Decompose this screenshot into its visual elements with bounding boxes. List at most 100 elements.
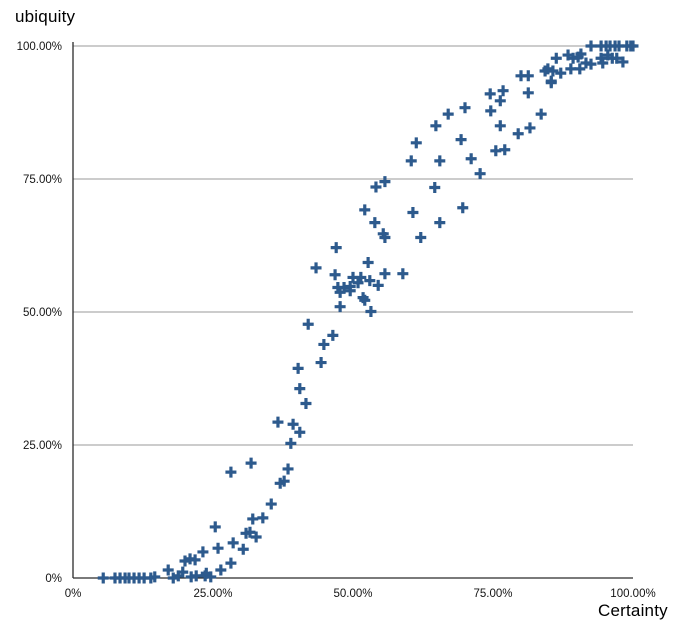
data-point-marker (597, 57, 609, 69)
x-tick-label: 25.00% (193, 588, 232, 600)
data-point-marker (410, 137, 422, 149)
data-point-marker (365, 305, 377, 317)
x-tick-label: 75.00% (473, 588, 512, 600)
data-point-marker (405, 155, 417, 167)
data-point-marker (459, 102, 471, 114)
data-point-marker (247, 513, 259, 525)
data-point-marker (162, 564, 174, 576)
data-point-marker (362, 257, 374, 269)
data-point-marker (457, 202, 469, 214)
data-point-marker (300, 398, 312, 410)
data-point-marker (611, 52, 623, 64)
y-tick-label: 50.00% (23, 307, 62, 319)
data-point-marker (330, 242, 342, 254)
data-point-marker (245, 457, 257, 469)
data-point-marker (197, 546, 209, 558)
data-point-marker (512, 128, 524, 140)
data-point-marker (372, 279, 384, 291)
data-point-marker (397, 268, 409, 280)
data-point-marker (244, 526, 256, 538)
data-point-marker (485, 105, 497, 117)
data-point-marker (250, 531, 262, 543)
data-point-marker (524, 122, 536, 134)
data-point-marker (205, 571, 217, 583)
data-point-marker (379, 176, 391, 188)
data-point-marker (407, 207, 419, 219)
data-point-marker (334, 301, 346, 313)
data-point-marker (545, 75, 557, 87)
data-point-marker (474, 168, 486, 180)
data-point-marker (212, 542, 224, 554)
x-tick-label: 0% (65, 588, 82, 600)
data-point-marker (189, 554, 201, 566)
data-point-marker (430, 120, 442, 132)
data-point-marker (627, 40, 639, 52)
data-point-marker (465, 153, 477, 165)
data-point-marker (318, 338, 330, 350)
data-point-marker (329, 269, 341, 281)
data-point-marker (149, 571, 161, 583)
data-point-marker (359, 204, 371, 216)
y-axis-title: ubiquity (15, 7, 76, 26)
x-tick-label: 50.00% (333, 588, 372, 600)
data-point-marker (547, 65, 559, 77)
data-point-marker (278, 475, 290, 487)
x-axis-title: Certainty (598, 601, 668, 620)
data-point-marker (292, 362, 304, 374)
data-point-marker (499, 144, 511, 156)
data-point-marker (265, 498, 277, 510)
y-tick-label: 100.00% (17, 41, 62, 53)
data-point-marker (550, 52, 562, 64)
data-point-marker (574, 63, 586, 75)
data-point-marker (272, 416, 284, 428)
data-point-marker (429, 182, 441, 194)
data-point-marker (225, 466, 237, 478)
data-point-marker (497, 85, 509, 97)
data-point-marker (209, 521, 221, 533)
data-point-marker (315, 357, 327, 369)
data-point-marker (225, 557, 237, 569)
data-point-marker (294, 383, 306, 395)
data-point-marker (310, 262, 322, 274)
data-point-marker (494, 95, 506, 107)
data-point-marker (257, 512, 269, 524)
data-point-marker (379, 268, 391, 280)
data-point-marker (522, 70, 534, 82)
data-point-marker (522, 87, 534, 99)
data-point-marker (344, 280, 356, 292)
data-point-marker (97, 572, 109, 584)
data-point-marker (357, 292, 369, 304)
data-point-marker (434, 217, 446, 229)
data-point-marker (369, 217, 381, 229)
data-point-marker (285, 437, 297, 449)
data-point-marker (327, 329, 339, 341)
data-point-marker (585, 58, 597, 70)
data-point-marker (355, 271, 367, 283)
data-point-marker (215, 564, 227, 576)
data-point-marker (237, 543, 249, 555)
y-tick-label: 75.00% (23, 174, 62, 186)
data-point-marker (287, 418, 299, 430)
data-point-marker (415, 232, 427, 244)
x-tick-label: 100.00% (610, 588, 655, 600)
data-point-marker (302, 318, 314, 330)
data-point-marker (555, 67, 567, 79)
data-point-marker (227, 537, 239, 549)
data-point-marker (282, 463, 294, 475)
data-point-marker (370, 181, 382, 193)
data-point-marker (494, 120, 506, 132)
y-tick-label: 0% (45, 573, 62, 585)
data-point-marker (617, 56, 629, 68)
data-point-marker (294, 426, 306, 438)
data-point-marker (535, 108, 547, 120)
data-point-marker (484, 88, 496, 100)
data-point-marker (455, 134, 467, 146)
data-point-marker (442, 108, 454, 120)
data-point-marker (379, 232, 391, 244)
data-point-marker (585, 40, 597, 52)
data-point-marker (177, 566, 189, 578)
data-point-marker (575, 48, 587, 60)
y-tick-label: 25.00% (23, 440, 62, 452)
